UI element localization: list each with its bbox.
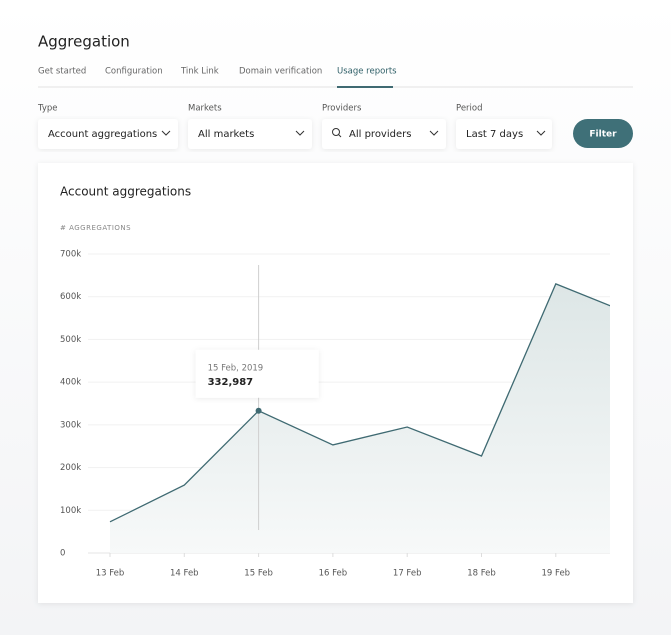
- chevron: [429, 130, 439, 136]
- line: [109, 283, 610, 523]
- dropdown[interactable]: [38, 119, 178, 149]
- tab-active[interactable]: Usage reports: [337, 67, 397, 77]
- plot: 0 100k 200k 300k 400k 500k 600k 700k 13 Feb 14 Fe…: [60, 250, 610, 579]
- x-tick-label: 13 Feb: [96, 569, 125, 579]
- tab[interactable]: Domain verification: [239, 67, 322, 77]
- x-tick-label: 16 Feb: [319, 569, 348, 579]
- filter-label: Period: [456, 104, 483, 114]
- chevron: [536, 130, 546, 136]
- dropdown[interactable]: [322, 119, 446, 149]
- x-tick-label: 17 Feb: [393, 569, 422, 579]
- search-icon: [332, 128, 340, 136]
- tab[interactable]: Get started: [38, 67, 86, 77]
- y-tick-label: 200k: [60, 463, 81, 473]
- filter-label: Providers: [322, 104, 362, 114]
- tab[interactable]: Configuration: [105, 67, 163, 77]
- area: [110, 283, 610, 553]
- y-tick-label: 600k: [60, 292, 81, 302]
- tooltip-value: 332,987: [208, 377, 254, 388]
- y-tick-label: 300k: [60, 420, 81, 430]
- dropdown-value: All providers: [349, 129, 411, 140]
- dropdown[interactable]: [188, 119, 312, 149]
- filter-label: Markets: [188, 104, 222, 114]
- y-tick-label: 700k: [60, 250, 81, 260]
- dropdown-value: Account aggregations: [48, 129, 157, 140]
- search-icon: [338, 134, 342, 138]
- page-title: Aggregation: [38, 33, 130, 51]
- dropdown-value: All markets: [198, 129, 254, 140]
- dropdown-value: Last 7 days: [466, 129, 523, 140]
- filter-label: Type: [37, 104, 58, 114]
- y-axis-label: # AGGREGATIONS: [60, 224, 131, 232]
- chart-title: Account aggregations: [60, 185, 191, 199]
- point: [255, 407, 262, 414]
- tooltip-date: 15 Feb, 2019: [208, 363, 264, 373]
- x-tick-label: 15 Feb: [244, 569, 273, 579]
- chevron: [161, 130, 171, 136]
- x-tick-label: 19 Feb: [542, 569, 571, 579]
- series: [109, 283, 610, 553]
- y-tick-label: 400k: [60, 378, 81, 388]
- x-tick-label: 14 Feb: [170, 569, 199, 579]
- filter-button[interactable]: [573, 119, 633, 148]
- tooltip: [195, 349, 319, 398]
- dropdown[interactable]: [456, 119, 552, 149]
- filter-button-label: Filter: [589, 130, 617, 140]
- y-tick-label: 100k: [60, 506, 81, 516]
- tab[interactable]: Tink Link: [180, 67, 219, 77]
- y-tick-label: 500k: [60, 335, 81, 345]
- y-tick-label: 0: [60, 549, 65, 559]
- chevron: [295, 130, 305, 136]
- x-tick-label: 18 Feb: [467, 569, 496, 579]
